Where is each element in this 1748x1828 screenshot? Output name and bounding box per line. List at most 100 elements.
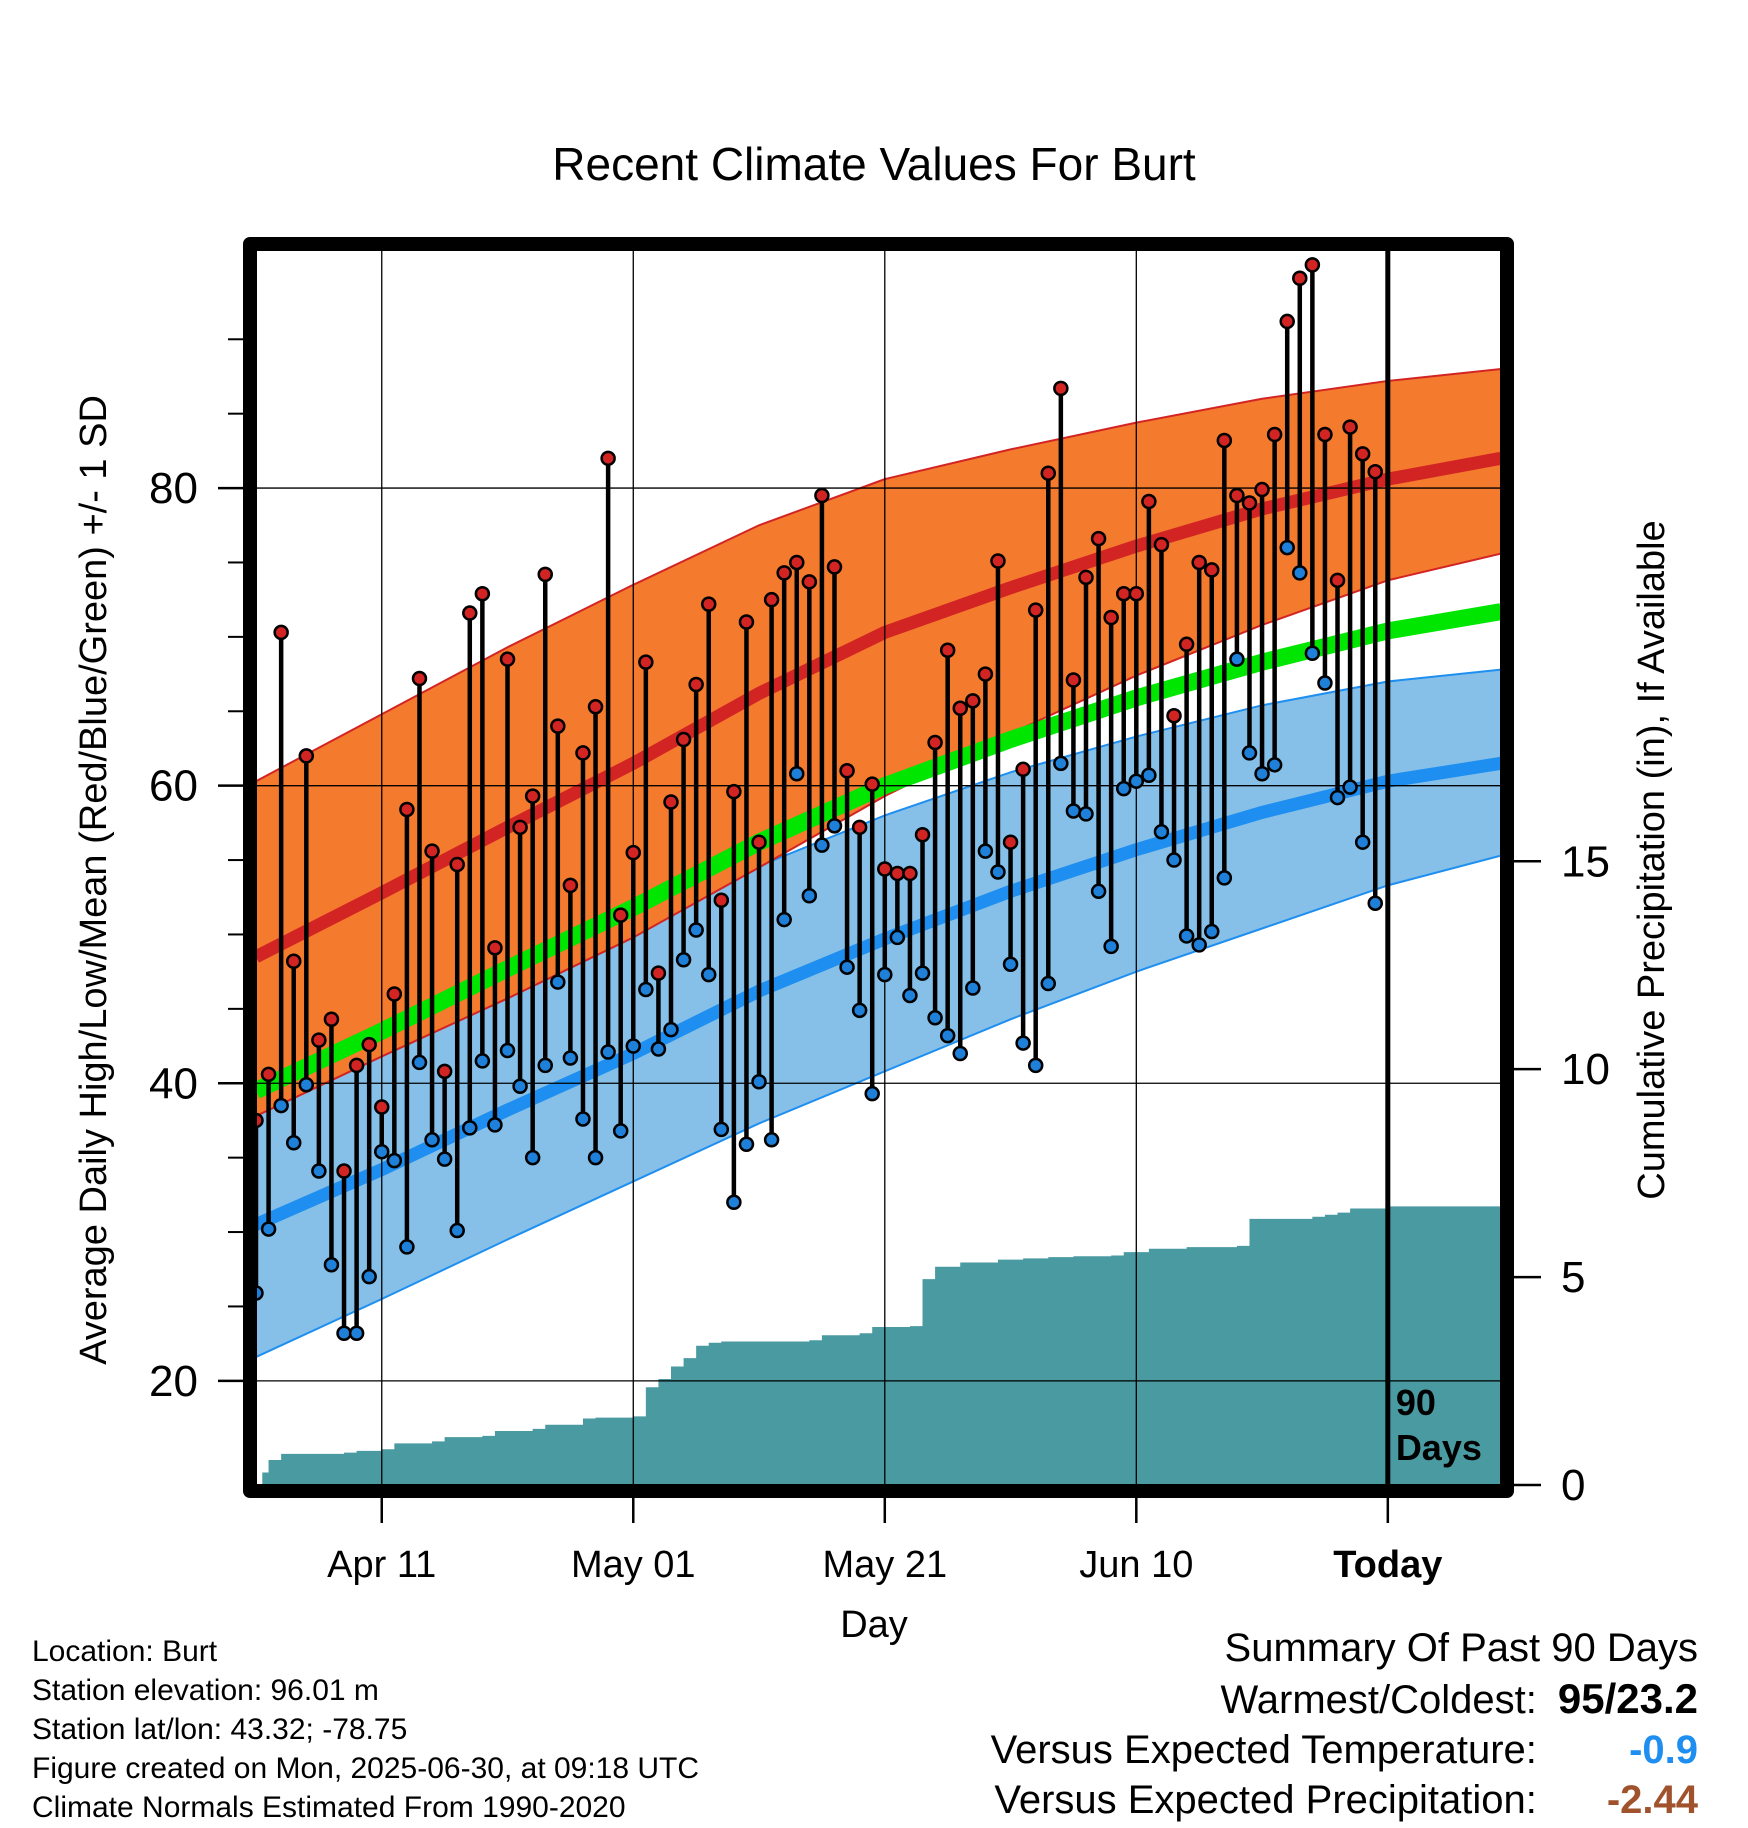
temp-label: Versus Expected Temperature: [990, 1728, 1537, 1772]
y-axis-label-left: Average Daily High/Low/Mean (Red/Blue/Gr… [73, 395, 115, 1365]
temp-row: Versus Expected Temperature: -0.9 [991, 1725, 1698, 1775]
high-point [1153, 536, 1170, 553]
high-point [1178, 636, 1195, 653]
low-point [625, 1038, 642, 1054]
high-point [952, 700, 968, 717]
high-point [1090, 530, 1107, 547]
high-point [411, 670, 428, 687]
low-point [713, 1121, 730, 1138]
high-point [1266, 426, 1283, 443]
high-point [1103, 609, 1119, 626]
high-point [537, 566, 553, 583]
low-point [1367, 895, 1383, 911]
x-axis-label: Day [840, 1604, 908, 1646]
low-point [663, 1021, 679, 1038]
high-point [298, 748, 315, 764]
low-point [298, 1076, 315, 1093]
high-point [512, 819, 528, 836]
low-point [1216, 870, 1233, 886]
high-point [939, 642, 956, 659]
high-point [1040, 465, 1057, 481]
low-point [1191, 937, 1207, 953]
high-point [524, 788, 541, 804]
low-point [587, 1149, 604, 1166]
y-tick-label: 60 [149, 762, 198, 811]
high-point [1342, 419, 1358, 435]
high-point [550, 718, 566, 734]
low-point [1204, 923, 1220, 940]
low-point [399, 1239, 415, 1255]
low-point [688, 922, 704, 938]
high-point [424, 843, 440, 859]
high-point [902, 865, 918, 882]
right-y-tick-label: 5 [1561, 1253, 1585, 1302]
low-point [1027, 1057, 1044, 1074]
low-point [411, 1054, 428, 1071]
high-point [562, 877, 579, 894]
high-point [1166, 707, 1182, 724]
high-point [487, 940, 503, 956]
high-point [763, 591, 780, 608]
low-point [1342, 779, 1358, 795]
low-point [273, 1097, 289, 1114]
summary-panel: Summary Of Past 90 Days Warmest/Coldest:… [991, 1622, 1698, 1825]
low-point [675, 952, 692, 968]
low-point [575, 1111, 591, 1127]
high-point [650, 965, 667, 981]
low-point [650, 1041, 667, 1057]
low-point [1354, 834, 1371, 850]
low-point [1078, 806, 1094, 822]
low-point [550, 974, 566, 990]
high-point [826, 559, 843, 575]
low-point [839, 959, 855, 975]
high-point [311, 1032, 327, 1048]
low-point [763, 1132, 780, 1148]
high-point [675, 731, 692, 748]
precip-label: Versus Expected Precipitation: [994, 1778, 1537, 1822]
low-point [801, 888, 818, 904]
low-point [285, 1135, 302, 1151]
high-point [374, 1099, 390, 1115]
low-point [814, 837, 830, 853]
high-point [1065, 672, 1082, 688]
right-y-tick-label: 0 [1561, 1461, 1585, 1510]
high-point [738, 614, 755, 630]
today-days-number: 90 [1396, 1382, 1436, 1423]
x-tick-label: Today [1333, 1544, 1442, 1586]
high-point [877, 861, 893, 877]
low-point [902, 987, 918, 1004]
high-point [1279, 313, 1295, 330]
low-point [1317, 675, 1333, 691]
created-text: Figure created on Mon, 2025-06-30, at 09… [32, 1752, 700, 1785]
low-point [1153, 824, 1170, 840]
low-point [474, 1053, 491, 1069]
low-point [1292, 565, 1308, 581]
low-point [311, 1163, 327, 1179]
high-point [600, 450, 616, 467]
low-point [1329, 789, 1346, 806]
low-point [512, 1078, 528, 1094]
x-tick-label: Apr 11 [327, 1544, 436, 1586]
plot-border [243, 237, 1514, 1498]
high-point [663, 794, 679, 810]
warm-cold-value: 95/23.2 [1557, 1675, 1698, 1722]
high-point [638, 654, 654, 670]
high-point [1128, 585, 1145, 602]
low-point [562, 1050, 579, 1066]
high-point [801, 574, 818, 590]
low-point [487, 1117, 503, 1133]
high-point [839, 763, 855, 779]
temp-value: -0.9 [1629, 1728, 1698, 1772]
low-point [1090, 883, 1107, 900]
low-point [751, 1074, 767, 1090]
low-point [600, 1044, 616, 1060]
right-y-tick-label: 15 [1561, 837, 1610, 886]
low-point [889, 929, 906, 946]
high-point [1191, 554, 1207, 571]
high-point [851, 819, 868, 836]
low-point [1254, 766, 1270, 782]
high-point [474, 585, 491, 602]
low-point [1015, 1035, 1031, 1051]
low-point [1065, 803, 1082, 819]
high-point [348, 1057, 365, 1074]
